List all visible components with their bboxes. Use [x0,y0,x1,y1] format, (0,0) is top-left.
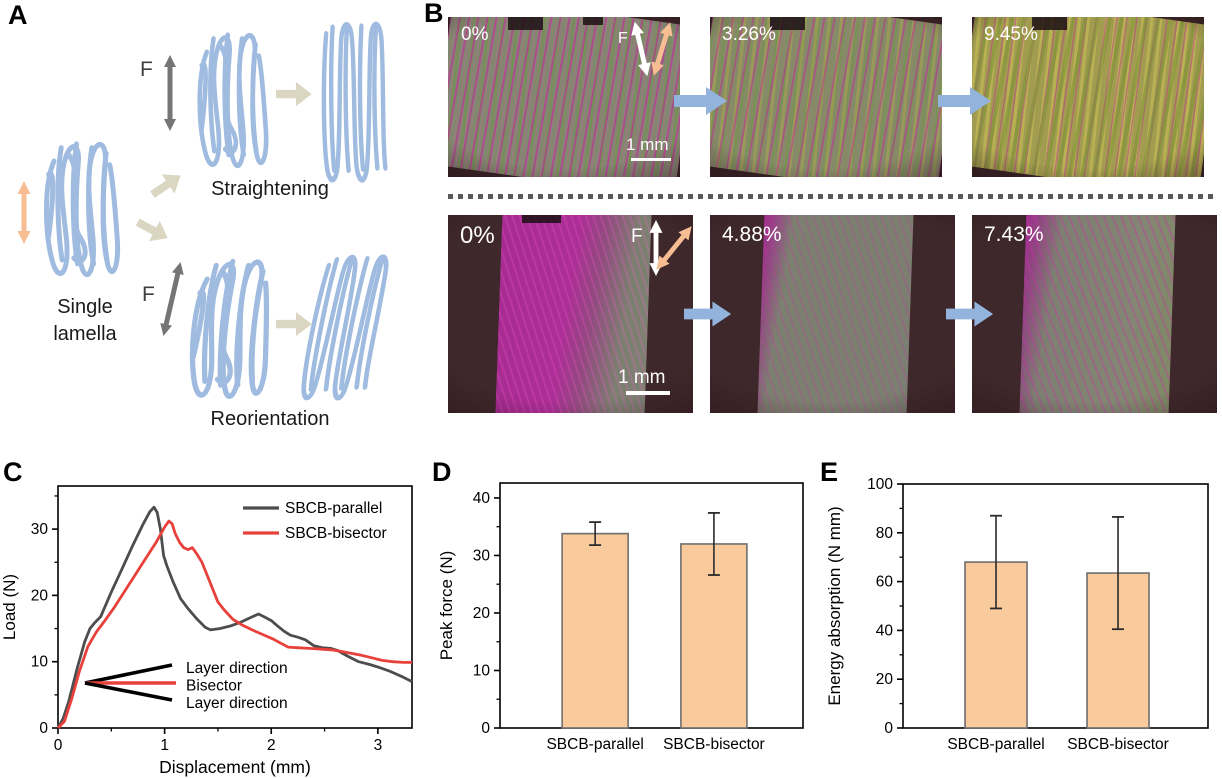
bar-1 [561,532,629,729]
annotation-label: Layer direction [186,695,288,712]
row-separator-dotted-line [448,194,1214,199]
x-tick-label: 0 [54,737,63,754]
y-tick-label: 0 [884,720,893,737]
straightening-before-sketch [200,35,266,166]
series-line-2 [56,519,412,729]
micrograph-parallel-9pct: 9.45% [972,17,1204,177]
vignette-overlay [972,215,1217,413]
single-lamella-sketch [46,144,117,275]
strain-label: 7.43% [984,223,1044,246]
annotation-label: Layer direction [186,660,288,677]
lamella-schematic-graphic [17,0,440,460]
layer-direction-line-top [84,663,173,685]
reorientation-after-sketch [298,257,393,398]
scale-bar [631,158,671,161]
legend-label: SBCB-bisector [285,525,387,542]
plot-frame [902,483,1209,729]
vignette-overlay [710,17,942,177]
force-arrow-top-icon [164,55,176,131]
y-tick-label: 10 [31,654,49,671]
straightening-label: Straightening [211,178,329,200]
plot-frame [57,485,413,729]
x-tick-label: 1 [160,737,169,754]
panel-label-c: C [3,457,23,487]
y-axis-label: Peak force (N) [437,551,456,661]
x-tick-label: 3 [374,737,383,754]
y-tick-label: 30 [473,547,491,564]
layer-direction-line-bottom [84,681,173,702]
scale-bar-label: 1 mm [618,367,666,388]
strain-label: 0% [461,24,489,45]
y-tick-label: 0 [39,720,48,737]
strain-label: 3.26% [722,24,776,45]
flow-arrow-up-right-icon [146,165,188,205]
y-tick-label: 20 [31,587,49,604]
plot-frame [499,482,804,729]
x-axis-label: Displacement (mm) [159,757,311,777]
strain-label: 4.88% [722,223,782,246]
single-lamella-label-line2: lamella [53,323,117,345]
panel-label-d: D [432,457,452,487]
force-label-bottom: F [142,283,155,306]
y-tick-label: 10 [473,662,491,679]
single-lamella-label: Single lamella [25,294,145,348]
y-tick-label: 20 [876,671,894,688]
panel-label-e: E [820,457,839,487]
y-tick-label: 30 [31,521,49,538]
flow-arrow-down-right-icon [132,212,174,249]
flow-arrow-straightening-icon [276,82,312,107]
category-label: SBCB-bisector [663,736,765,753]
progression-arrow-icon [946,301,994,327]
y-tick-label: 0 [481,720,490,737]
force-direction-white-icon [631,21,651,77]
strain-label: 0% [460,222,495,249]
force-label: F [631,226,643,247]
y-tick-label: 40 [876,622,894,639]
layer-direction-orange-icon [651,22,673,76]
force-label-top: F [140,58,153,81]
category-label: SBCB-parallel [947,736,1044,753]
force-label: F [618,30,628,47]
category-label: SBCB-parallel [546,736,643,753]
panel-label-a: A [8,0,28,30]
peak-force-chart: 0 10 20 30 40 Peak force (N) SBCB-parallel SBCB… [437,482,804,753]
y-tick-label: 40 [473,490,491,507]
legend-label: SBCB-parallel [285,500,382,517]
micrograph-parallel-3pct: 3.26% [710,17,942,177]
y-tick-label: 80 [876,525,894,542]
layer-direction-orange-icon [656,226,692,270]
x-tick-label: 2 [267,737,276,754]
reorientation-before-sketch [187,262,276,397]
micrograph-bisector-4pct: 4.88% [710,215,955,413]
vignette-overlay [972,17,1204,177]
reorientation-label: Reorientation [210,408,330,430]
vignette-overlay [448,215,693,413]
vignette-overlay [710,215,955,413]
y-tick-label: 60 [876,574,894,591]
progression-arrow-icon [684,301,732,327]
progression-arrow-icon [938,87,991,115]
load-displacement-chart: 0 10 20 30 Load (N) 0 1 2 3 Displacement (mm) SBCB… [0,485,413,777]
force-arrow-bottom-icon [160,261,184,337]
energy-absorption-chart: 0 20 40 60 80 100 Energy absorption (N mm) SBCB… [825,476,1209,753]
micrograph-bisector-0pct: 0% F 1 mm [448,215,693,413]
annotation-label: Bisector [186,678,242,695]
panel-label-b: B [424,0,444,28]
y-axis-label: Energy absorption (N mm) [825,506,844,705]
stretch-direction-icon [17,181,31,244]
y-tick-label: 100 [867,476,893,493]
y-tick-label: 20 [473,605,491,622]
straightening-after-sketch [324,25,386,180]
micrograph-parallel-0pct: 0% F 1 mm [448,17,680,177]
y-axis-label: Load (N) [0,574,19,640]
category-label: SBCB-bisector [1067,736,1169,753]
single-lamella-label-line1: Single [57,296,113,318]
progression-arrow-icon [674,87,727,115]
scale-bar-label: 1 mm [626,135,669,154]
strain-label: 9.45% [984,24,1038,45]
scale-bar [626,391,670,395]
flow-arrow-reorientation-icon [276,312,312,337]
micrograph-bisector-7pct: 7.43% [972,215,1217,413]
